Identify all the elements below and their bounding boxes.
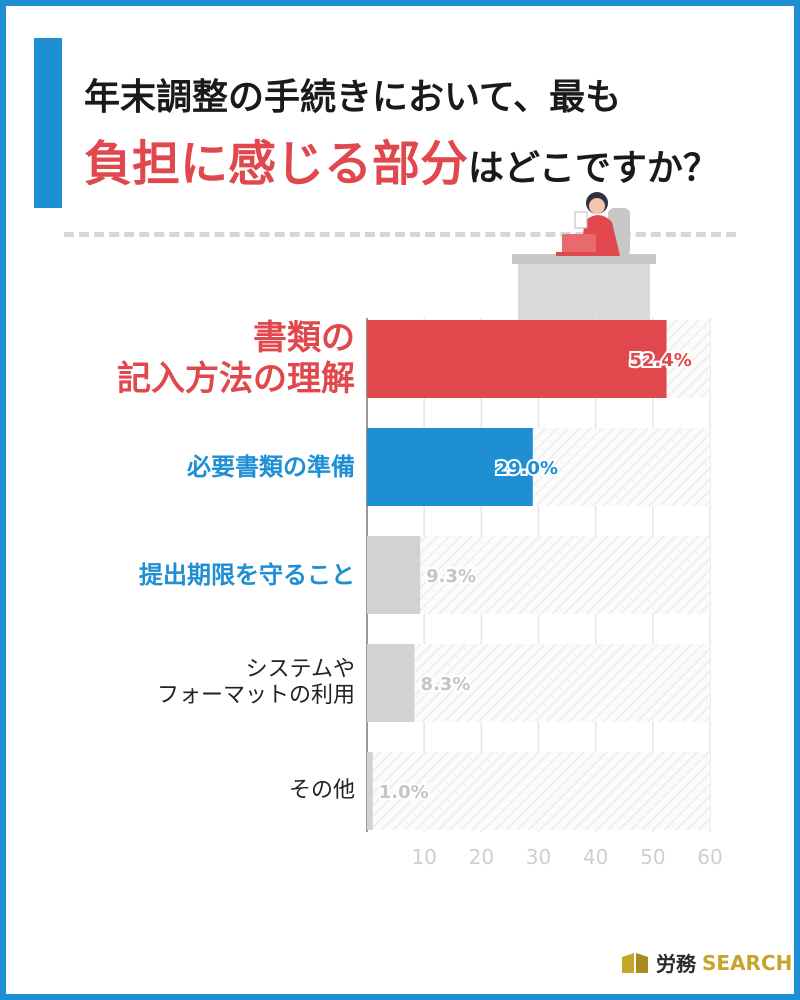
- title-line-2: 負担に感じる部分はどこですか？: [84, 124, 719, 194]
- value-label-1: 52.4%: [629, 350, 691, 371]
- category-label-3: 提出期限を守ること: [139, 560, 355, 589]
- bar-track: [367, 752, 710, 830]
- x-tick-label: 60: [697, 845, 722, 869]
- category-label-5: その他: [288, 777, 355, 803]
- value-label-3: 9.3%: [426, 566, 476, 587]
- bar-4: [367, 644, 415, 722]
- x-tick-label: 50: [640, 845, 665, 869]
- category-label-1: 書類の 記入方法の理解: [117, 318, 355, 399]
- x-tick-label: 10: [411, 845, 436, 869]
- value-label-2: 29.0%: [496, 458, 558, 479]
- logo-text-jp: 労務: [656, 952, 696, 976]
- logo-text-en: SEARCH: [702, 950, 793, 975]
- bar-5: [367, 752, 373, 830]
- dashed-divider: [64, 232, 736, 237]
- bar-track: [367, 644, 710, 722]
- bar-track: [367, 536, 710, 614]
- brand-logo: 労務 SEARCH: [620, 948, 792, 977]
- x-tick-label: 30: [526, 845, 551, 869]
- value-label-5: 1.0%: [379, 782, 429, 803]
- x-tick-label: 40: [583, 845, 608, 869]
- title-accent-bar: [34, 38, 62, 208]
- office-worker-illustration: [512, 192, 656, 320]
- category-label-4: システムや フォーマットの利用: [156, 656, 355, 708]
- bar-2: [367, 428, 533, 506]
- category-label-2: 必要書類の準備: [187, 452, 355, 481]
- title-highlight: 負担に感じる部分: [84, 136, 469, 192]
- title-line-2-rest: はどこですか？: [468, 148, 719, 189]
- x-tick-label: 20: [469, 845, 494, 869]
- value-label-4: 8.3%: [420, 674, 470, 695]
- bar-3: [367, 536, 421, 614]
- logo-book-icon: [622, 952, 648, 973]
- bar-1: [367, 320, 667, 398]
- title-line-1: 年末調整の手続きにおいて、最も: [84, 77, 622, 118]
